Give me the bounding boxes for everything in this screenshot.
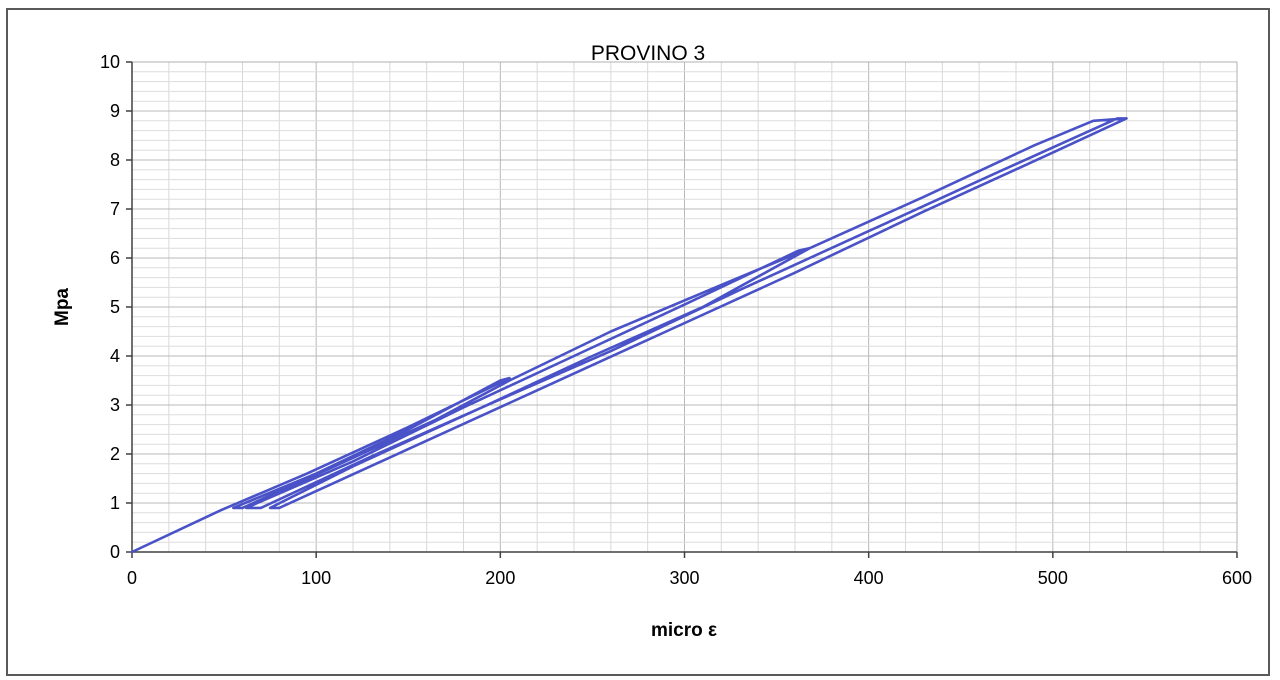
y-tick-label: 7 [110, 199, 120, 219]
x-tick-label: 300 [669, 568, 699, 588]
chart-title: PROVINO 3 [591, 42, 705, 65]
y-tick-label: 10 [100, 52, 120, 72]
y-tick-label: 3 [110, 395, 120, 415]
x-axis-title: micro ε [651, 620, 717, 641]
y-tick-label: 6 [110, 248, 120, 268]
x-tick-labels: 0 100 200 300 400 500 600 [127, 552, 1252, 588]
y-axis-title: Mpa [52, 288, 73, 326]
grid [131, 61, 1238, 553]
series-layer [130, 117, 1128, 554]
x-tick-label: 0 [127, 568, 137, 588]
y-tick-label: 2 [110, 444, 120, 464]
x-tick-label: 500 [1038, 568, 1068, 588]
y-tick-label: 9 [110, 101, 120, 121]
y-tick-label: 0 [110, 542, 120, 562]
y-tick-labels: 0 1 2 3 4 5 6 7 8 9 10 [100, 52, 132, 562]
series-line [130, 117, 1128, 554]
y-tick-label: 4 [110, 346, 120, 366]
y-tick-label: 1 [110, 493, 120, 513]
y-tick-label: 8 [110, 150, 120, 170]
x-tick-label: 200 [485, 568, 515, 588]
x-tick-label: 400 [854, 568, 884, 588]
chart-frame: 0 100 200 300 400 500 600 0 1 2 3 4 5 6 7 8 9 10 PROVINO… [6, 8, 1270, 676]
x-tick-label: 600 [1222, 568, 1252, 588]
y-tick-label: 5 [110, 297, 120, 317]
chart: 0 100 200 300 400 500 600 0 1 2 3 4 5 6 7 8 9 10 PROVINO… [52, 42, 1252, 641]
x-tick-label: 100 [301, 568, 331, 588]
